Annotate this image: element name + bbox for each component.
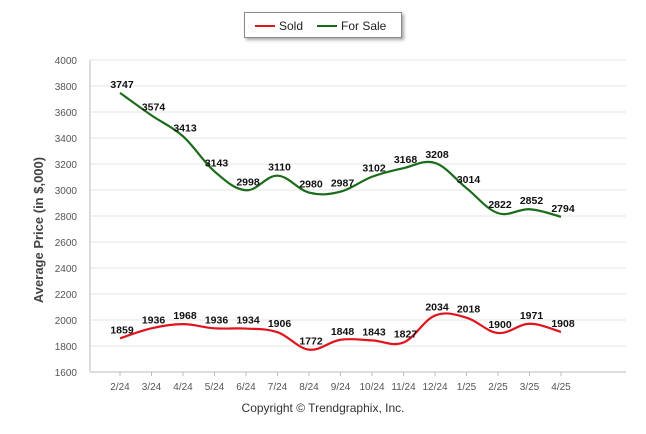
x-tick-label: 8/24: [299, 382, 319, 393]
data-label: 2034: [425, 302, 449, 314]
y-tick-label: 4000: [55, 56, 78, 67]
data-label: 1934: [236, 315, 260, 327]
data-label: 3208: [425, 149, 449, 161]
x-tick-label: 9/24: [331, 382, 351, 393]
y-tick-label: 3400: [55, 134, 78, 145]
x-tick-label: 4/24: [173, 382, 193, 393]
x-tick-label: 6/24: [236, 382, 256, 393]
data-label: 1906: [268, 318, 292, 330]
data-label: 2018: [457, 304, 481, 316]
y-axis-label: Average Price (in $,000): [31, 157, 46, 303]
x-tick-labels: 2/24 3/24 4/24 5/24 6/24 7/24 8/24 9/24 10/24 11/…: [110, 372, 571, 393]
y-tick-label: 1800: [55, 342, 78, 353]
x-tick-label: 5/24: [205, 382, 225, 393]
data-label: 3747: [110, 79, 134, 91]
x-tick-label: 12/24: [422, 382, 447, 393]
data-label: 1900: [488, 319, 512, 331]
data-label: 3014: [457, 174, 481, 186]
series-lines: [119, 91, 562, 351]
data-label: 2987: [331, 178, 355, 190]
x-tick-label: 4/25: [551, 382, 571, 393]
data-label: 1859: [110, 324, 134, 336]
data-label: 1848: [331, 326, 355, 338]
legend-label-sold: Sold: [279, 19, 304, 33]
x-tick-label: 10/24: [359, 382, 384, 393]
data-label: 3574: [142, 101, 166, 113]
y-tick-label: 2000: [55, 316, 78, 327]
data-label: 1827: [394, 328, 418, 340]
y-tick-label: 3800: [55, 82, 78, 93]
data-label: 1772: [299, 336, 323, 348]
data-label: 1936: [142, 314, 166, 326]
series-line-for-sale: [119, 91, 562, 218]
data-label: 1936: [205, 314, 229, 326]
data-label: 1971: [520, 310, 544, 322]
data-label: 2852: [520, 195, 544, 207]
data-label: 1843: [362, 326, 386, 338]
data-label: 2998: [236, 176, 260, 188]
x-tick-label: 2/24: [110, 382, 130, 393]
y-tick-label: 3000: [55, 186, 78, 197]
data-labels: 1859 1936 1968 1936 1934 1906 1772 1848 1843 1827…: [110, 79, 575, 348]
x-tick-label: 2/25: [488, 382, 508, 393]
legend-label-for-sale: For Sale: [341, 19, 387, 33]
y-tick-labels: 1600 1800 2000 2200 2400 2600 2800 3000 3200 3400…: [55, 56, 78, 379]
for-sale-swatch-icon: [317, 25, 337, 27]
y-tick-label: 3200: [55, 160, 78, 171]
grid-lines: [89, 59, 626, 373]
data-label: 3102: [362, 163, 386, 175]
x-tick-label: 7/24: [268, 382, 288, 393]
data-label: 1968: [173, 310, 197, 322]
y-tick-label: 2200: [55, 290, 78, 301]
data-label: 3110: [268, 162, 291, 174]
data-label: 3143: [205, 157, 229, 169]
x-tick-label: 3/25: [520, 382, 540, 393]
y-tick-label: 2800: [55, 212, 78, 223]
data-label: 2980: [299, 179, 323, 191]
sold-swatch-icon: [255, 25, 275, 27]
series-line-sold: [119, 312, 562, 351]
y-tick-label: 2400: [55, 264, 78, 275]
data-label: 1908: [551, 318, 575, 330]
x-tick-label: 11/24: [391, 382, 416, 393]
data-label: 2794: [551, 203, 575, 215]
y-tick-label: 2600: [55, 238, 78, 249]
data-label: 3168: [394, 154, 418, 166]
data-label: 3413: [173, 122, 197, 134]
data-label: 2822: [488, 199, 512, 211]
x-tick-label: 1/25: [457, 382, 477, 393]
y-tick-label: 3600: [55, 108, 78, 119]
copyright-text: Copyright © Trendgraphix, Inc.: [241, 401, 405, 415]
legend: Sold For Sale: [244, 12, 402, 38]
y-tick-label: 1600: [55, 368, 78, 379]
x-tick-label: 3/24: [142, 382, 162, 393]
